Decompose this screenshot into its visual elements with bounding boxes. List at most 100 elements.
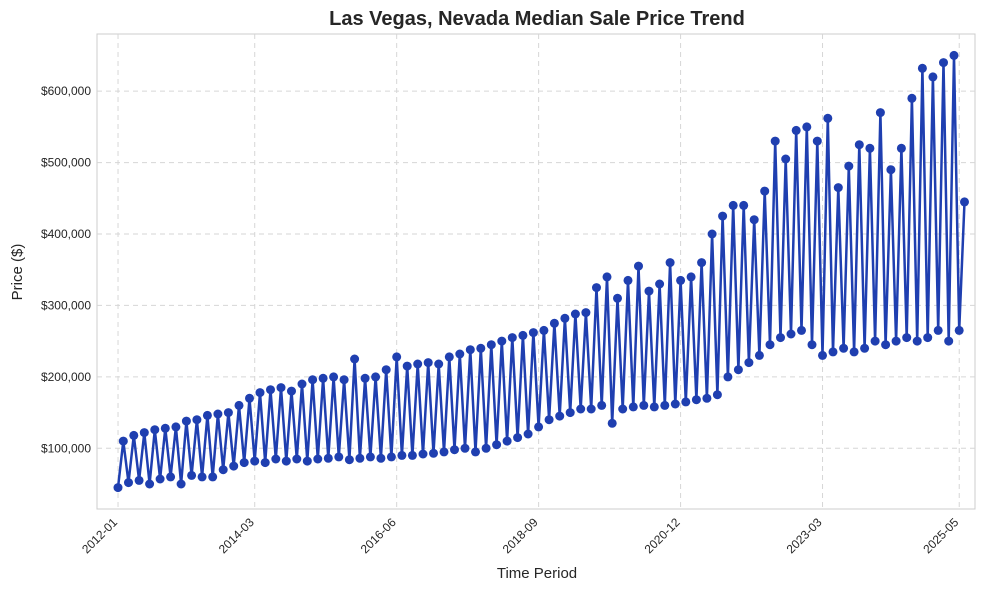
- data-point: [507, 333, 517, 343]
- data-point: [539, 325, 549, 335]
- data-point: [350, 354, 360, 364]
- data-point: [302, 456, 312, 466]
- data-point: [592, 283, 601, 293]
- data-point: [218, 465, 228, 475]
- data-point: [266, 385, 275, 395]
- data-point: [523, 429, 533, 439]
- x-tick-label: 2012-01: [79, 515, 120, 556]
- data-point: [860, 343, 870, 353]
- data-point: [518, 330, 528, 340]
- data-point: [791, 125, 801, 135]
- data-point: [287, 386, 296, 396]
- y-tick-label: $100,000: [41, 441, 91, 455]
- data-point: [665, 258, 675, 268]
- data-point: [797, 325, 806, 335]
- x-tick-label: 2014-03: [216, 515, 257, 556]
- data-point: [471, 447, 480, 457]
- data-point: [323, 453, 333, 463]
- data-point: [213, 409, 223, 419]
- data-point: [381, 365, 391, 375]
- x-tick-label: 2025-05: [920, 515, 961, 556]
- data-point: [681, 397, 691, 407]
- data-point: [781, 154, 791, 164]
- data-point: [160, 423, 170, 433]
- data-point: [171, 422, 181, 432]
- data-point: [560, 313, 570, 323]
- data-point: [229, 461, 239, 471]
- data-point: [576, 404, 586, 414]
- data-point: [402, 361, 412, 371]
- data-point: [839, 343, 849, 353]
- data-point: [854, 140, 864, 150]
- data-point: [455, 349, 465, 359]
- data-point: [697, 258, 707, 268]
- data-point: [397, 450, 407, 460]
- data-point: [776, 333, 785, 343]
- data-point: [849, 347, 859, 357]
- data-point: [497, 336, 507, 346]
- data-point: [917, 63, 927, 73]
- plot-area: [96, 33, 976, 510]
- data-point: [234, 400, 244, 410]
- data-point: [549, 318, 559, 328]
- y-axis-label: Price ($): [9, 244, 26, 301]
- data-point: [166, 472, 176, 482]
- data-point: [875, 108, 885, 118]
- data-point: [570, 309, 580, 319]
- x-tick-label: 2020-12: [642, 515, 683, 556]
- data-point: [187, 470, 197, 480]
- data-point: [318, 373, 328, 383]
- y-tick-label: $600,000: [41, 84, 91, 98]
- data-point: [429, 448, 438, 458]
- data-point: [765, 340, 775, 350]
- data-point: [676, 275, 686, 285]
- data-point: [197, 472, 207, 482]
- data-point: [602, 272, 612, 282]
- data-point: [360, 373, 370, 383]
- data-point: [271, 454, 281, 464]
- data-point: [581, 308, 591, 318]
- data-point: [739, 200, 749, 210]
- data-point: [313, 454, 323, 464]
- data-point: [202, 410, 212, 420]
- data-point: [923, 333, 933, 343]
- data-point: [555, 411, 565, 421]
- data-point: [912, 336, 922, 346]
- x-tick-label: 2016-06: [358, 515, 399, 556]
- chart-title: Las Vegas, Nevada Median Sale Price Tren…: [329, 8, 745, 30]
- data-point: [712, 390, 722, 400]
- data-point: [754, 350, 764, 360]
- data-point: [192, 415, 202, 425]
- data-point: [660, 400, 670, 410]
- data-point: [439, 447, 449, 457]
- data-point: [760, 186, 770, 196]
- data-point: [124, 478, 133, 488]
- data-point: [465, 345, 475, 355]
- data-point: [907, 93, 917, 103]
- data-point: [634, 261, 643, 271]
- data-point: [250, 456, 260, 466]
- data-point: [628, 402, 638, 412]
- data-point: [255, 388, 265, 398]
- series-line: [116, 54, 966, 488]
- data-point: [686, 272, 696, 282]
- data-point: [145, 479, 155, 489]
- data-point: [828, 347, 838, 357]
- data-point: [812, 136, 822, 146]
- x-tick-label: 2018-09: [500, 515, 541, 556]
- data-point: [644, 286, 654, 296]
- x-tick-label: 2023-03: [784, 515, 825, 556]
- data-point: [371, 372, 381, 382]
- data-point: [418, 449, 428, 459]
- data-point: [308, 375, 318, 385]
- data-point: [597, 400, 607, 410]
- data-point: [949, 50, 959, 60]
- data-point: [954, 325, 964, 335]
- data-point: [423, 358, 433, 368]
- data-point: [502, 436, 512, 446]
- data-point: [586, 404, 596, 414]
- data-point: [939, 58, 948, 68]
- data-point: [329, 372, 339, 382]
- data-point: [865, 143, 875, 153]
